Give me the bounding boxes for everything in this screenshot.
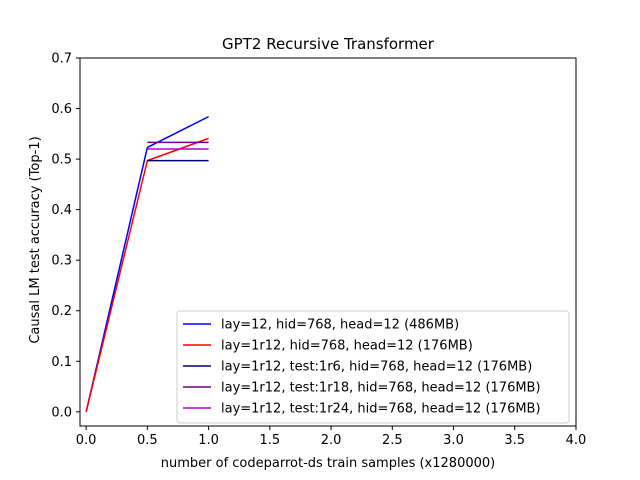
x-tick-label: 1.5 [259, 433, 280, 448]
legend-label: lay=1r12, test:1r24, hid=768, head=12 (1… [221, 402, 541, 417]
y-tick-label: 0.3 [51, 254, 72, 269]
legend-box [176, 310, 570, 424]
x-tick-label: 1.0 [198, 433, 219, 448]
legend-label: lay=1r12, hid=768, head=12 (176MB) [221, 339, 473, 354]
y-axis-label: Causal LM test accuracy (Top-1) [28, 136, 43, 343]
x-tick-label: 3.0 [443, 433, 464, 448]
legend: lay=12, hid=768, head=12 (486MB) lay=1r12… [176, 310, 570, 424]
legend-label: lay=1r12, test:1r18, hid=768, head=12 (1… [221, 381, 541, 396]
legend-label: lay=12, hid=768, head=12 (486MB) [221, 318, 459, 333]
y-tick-label: 0.5 [51, 153, 72, 168]
y-tick-label: 0.2 [51, 304, 72, 319]
plot-area: 0.0 0.5 1.0 1.5 2.0 2.5 3.0 3.5 4.0 0.0 0.1 0.2 0.3 0… [51, 52, 586, 449]
legend-label: lay=1r12, test:1r6, hid=768, head=12 (17… [221, 360, 532, 375]
x-tick-label: 2.5 [382, 433, 403, 448]
x-tick-label: 0.0 [76, 433, 97, 448]
y-tick-label: 0.4 [51, 203, 72, 218]
chart-title: GPT2 Recursive Transformer [222, 35, 435, 53]
y-tick-label: 0.7 [51, 52, 72, 67]
x-tick-label: 2.0 [321, 433, 342, 448]
y-tick-label: 0.6 [51, 102, 72, 117]
y-tick-label: 0.1 [51, 355, 72, 370]
x-tick-label: 0.5 [137, 433, 158, 448]
y-tick-label: 0.0 [51, 405, 72, 420]
x-axis-label: number of codeparrot-ds train samples (x… [161, 456, 495, 471]
axes-frame [79, 57, 577, 427]
series-line-1 [85, 115, 209, 413]
x-tick-label: 4.0 [566, 433, 587, 448]
x-tick-label: 3.5 [504, 433, 525, 448]
